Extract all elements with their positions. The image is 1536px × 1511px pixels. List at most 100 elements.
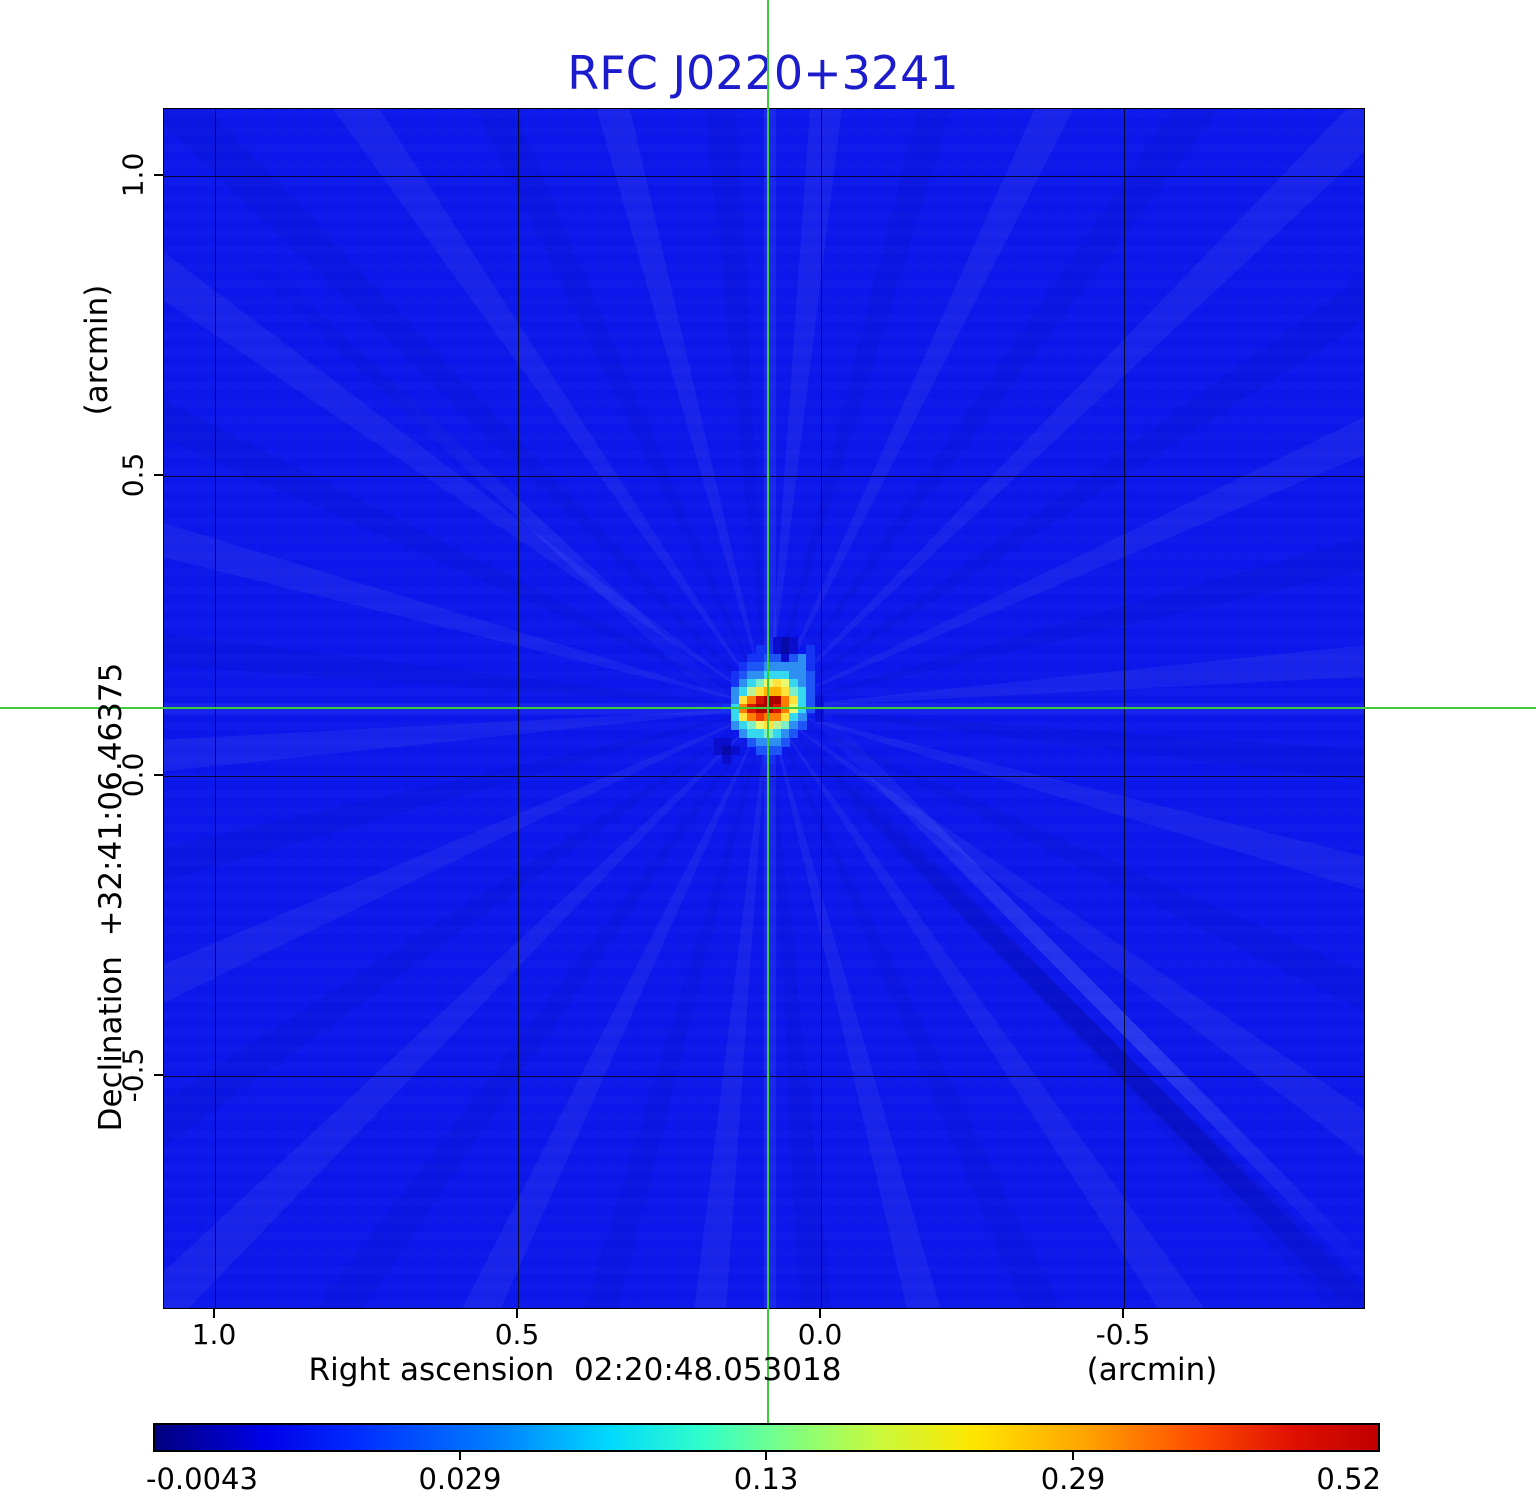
hotspot-pixel: [781, 729, 790, 739]
hotspot-pixel: [755, 662, 765, 672]
hotspot-pixel: [772, 662, 782, 672]
plot-title: RFC J0220+3241: [567, 46, 959, 100]
hotspot-pixel: [781, 637, 790, 646]
hotspot-pixel: [789, 637, 799, 646]
hotspot-pixel: [755, 645, 765, 655]
hotspot-pixel: [730, 687, 740, 697]
hotspot-pixel: [797, 653, 807, 663]
y-tick-mark: [154, 1074, 163, 1076]
hotspot-pixel: [781, 670, 790, 680]
y-axis-unit-label: (arcmin): [79, 284, 115, 416]
x-tick-mark: [213, 1309, 215, 1318]
hotspot-pixel: [739, 729, 748, 739]
hotspot-pixel: [781, 662, 790, 672]
hotspot-pixel: [755, 729, 765, 739]
hotspot-pixel: [772, 737, 782, 747]
hotspot-pixel: [797, 712, 807, 722]
y-tick-mark: [154, 774, 163, 776]
hotspot-pixel: [772, 645, 782, 655]
hotspot-pixel: [789, 653, 799, 663]
hotspot-pixel: [772, 729, 782, 739]
y-axis-label: Declination +32:41:06.46375: [93, 662, 129, 1132]
hotspot-pixel: [814, 712, 824, 722]
hotspot-pixel: [789, 695, 799, 705]
hotspot-pixel: [806, 645, 816, 655]
hotspot-pixel: [772, 687, 782, 697]
colorbar-tick-label: -0.0043: [146, 1462, 258, 1496]
hotspot-pixel: [755, 670, 765, 680]
hotspot-pixel: [747, 679, 757, 688]
hotspot-pixel: [797, 721, 807, 730]
grid-line-h-1.0: [164, 176, 1364, 177]
hotspot-pixel: [806, 687, 816, 697]
colorbar-tick-label: 0.029: [418, 1462, 502, 1496]
hotspot-pixel: [772, 746, 782, 756]
hotspot-pixel: [739, 662, 748, 672]
hotspot-pixel: [713, 737, 723, 747]
hotspot-pixel: [755, 695, 765, 705]
hotspot-pixel: [713, 746, 723, 756]
colorbar-tick-label: 0.29: [1040, 1462, 1106, 1496]
x-axis-unit-label: (arcmin): [1086, 1352, 1218, 1388]
x-tick-label: 0.0: [797, 1318, 843, 1351]
hotspot-pixel: [806, 653, 816, 663]
hotspot-pixel: [814, 695, 824, 705]
y-tick-label: 1.0: [116, 152, 150, 198]
colorbar-tick-mark: [459, 1452, 461, 1460]
x-tick-mark: [516, 1309, 518, 1318]
hotspot-pixel: [789, 721, 799, 730]
hotspot-pixel: [781, 653, 790, 663]
hotspot-pixel: [730, 679, 740, 688]
hotspot-pixel: [789, 712, 799, 722]
hotspot-pixel: [789, 729, 799, 739]
hotspot-pixel: [755, 679, 765, 688]
y-tick-mark: [154, 174, 163, 176]
hotspot-pixel: [722, 737, 732, 747]
y-tick-label: 0.5: [116, 452, 150, 498]
hotspot-pixel: [739, 687, 748, 697]
grid-line-h--0.5: [164, 1076, 1364, 1077]
hotspot-pixel: [797, 687, 807, 697]
hotspot-pixel: [806, 679, 816, 688]
hotspot-pixel: [755, 737, 765, 747]
hotspot-pixel: [730, 746, 740, 756]
x-tick-mark: [1122, 1309, 1124, 1318]
hotspot-pixel: [739, 670, 748, 680]
grid-line-h-0.5: [164, 476, 1364, 477]
hotspot-pixel: [772, 637, 782, 646]
hotspot-pixel: [730, 712, 740, 722]
hotspot-pixel: [781, 737, 790, 747]
hotspot-pixel: [789, 670, 799, 680]
hotspot-pixel: [747, 737, 757, 747]
hotspot-pixel: [797, 662, 807, 672]
hotspot-pixel: [747, 729, 757, 739]
hotspot-pixel: [806, 695, 816, 705]
x-tick-label: -0.5: [1095, 1318, 1151, 1351]
x-tick-mark: [819, 1309, 821, 1318]
hotspot-pixel: [772, 653, 782, 663]
grid-line-h-0.0: [164, 776, 1364, 777]
hotspot-pixel: [747, 662, 757, 672]
hotspot-pixel: [772, 670, 782, 680]
hotspot-pixel: [747, 712, 757, 722]
hotspot-pixel: [781, 695, 790, 705]
hotspot-pixel: [755, 653, 765, 663]
crosshair-horizontal-line: [0, 707, 1536, 709]
x-tick-label: 0.5: [494, 1318, 540, 1351]
hotspot-pixel: [781, 687, 790, 697]
hotspot-pixel: [755, 687, 765, 697]
hotspot-pixel: [730, 721, 740, 730]
hotspot-pixel: [747, 687, 757, 697]
hotspot-pixel: [806, 662, 816, 672]
colorbar-tick-label: 0.13: [733, 1462, 799, 1496]
hotspot-pixel: [722, 746, 732, 756]
y-tick-mark: [154, 474, 163, 476]
hotspot-pixel: [781, 721, 790, 730]
hotspot-pixel: [747, 670, 757, 680]
colorbar-tick-label: 0.52: [1316, 1462, 1381, 1496]
hotspot-pixel: [789, 645, 799, 655]
hotspot-pixel: [730, 695, 740, 705]
crosshair-vertical-line: [767, 0, 769, 1423]
hotspot-pixel: [797, 670, 807, 680]
hotspot-pixel: [755, 712, 765, 722]
